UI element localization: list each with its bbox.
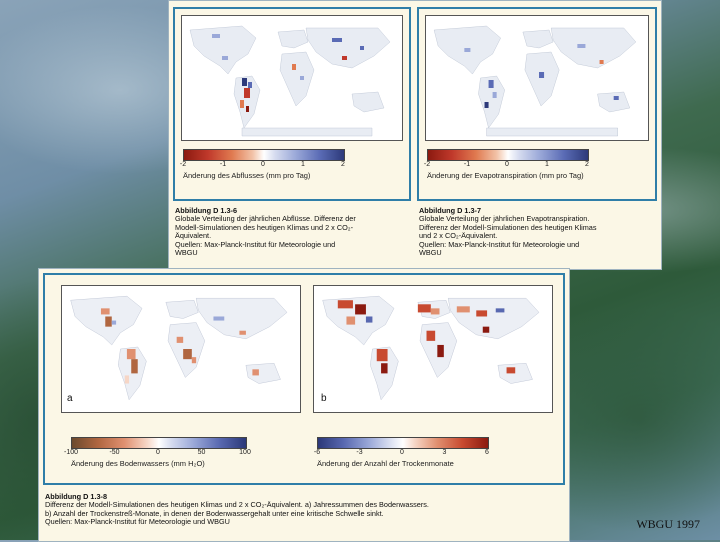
evapotranspiration-colorbar — [427, 149, 589, 161]
tick-label: 2 — [341, 161, 345, 168]
tick-label: 0 — [400, 449, 404, 456]
caption-line: b) Anzahl der Trockenstreß-Monate, in de… — [45, 508, 384, 518]
caption-line: Differenz der Modell-Simulationen des he… — [419, 222, 597, 232]
tick-label: -2 — [179, 161, 187, 168]
evapotranspiration-world-map — [425, 15, 649, 141]
tick-label: -1 — [219, 161, 227, 168]
caption-line: WBGU — [419, 248, 442, 258]
runoff-caption: Abbildung D 1.3-6 Globale Verteilung der… — [175, 206, 411, 258]
soil-water-world-map — [61, 285, 301, 413]
tick-label: -1 — [463, 161, 471, 168]
tick-label: -2 — [423, 161, 431, 168]
dry-months-colorbar — [317, 437, 489, 449]
soil-water-caption: Abbildung D 1.3-8 Differenz der Modell-S… — [45, 492, 565, 527]
caption-line: Differenz der Modell-Simulationen des he… — [45, 500, 429, 510]
caption-title: Abbildung D 1.3-8 — [45, 492, 108, 501]
dry-months-world-map — [313, 285, 553, 413]
tick-label: 6 — [485, 449, 489, 456]
runoff-colorbar-label: Änderung des Abflusses (mm pro Tag) — [183, 171, 311, 180]
runoff-map-graphic — [189, 25, 391, 137]
caption-line: Globale Verteilung der jährlichen Abflüs… — [175, 214, 356, 224]
figure-runoff-evapotranspiration: -2 -1 0 1 2 Änderung des Abflusses (mm p… — [168, 0, 662, 270]
tick-label: 1 — [301, 161, 305, 168]
caption-line: Quellen: Max-Planck-Institut für Meteoro… — [419, 239, 580, 249]
tick-label: 2 — [585, 161, 589, 168]
runoff-anomaly-patches — [212, 34, 364, 112]
runoff-panel-frame: -2 -1 0 1 2 Änderung des Abflusses (mm p… — [173, 7, 411, 201]
tick-label: 0 — [261, 161, 265, 168]
soil-water-colorbar-label: Änderung des Bodenwassers (mm H₂O) — [71, 459, 205, 468]
evapotranspiration-colorbar-label: Änderung der Evapotranspiration (mm pro … — [427, 171, 584, 180]
runoff-world-map — [181, 15, 403, 141]
tick-label: -50 — [109, 449, 120, 456]
tick-label: 0 — [505, 161, 509, 168]
caption-line: Äquivalent. — [175, 231, 212, 241]
soil-water-anomaly-patches — [100, 308, 259, 384]
caption-line: und 2 x CO₂-Äquivalent. — [419, 231, 498, 241]
caption-line: Globale Verteilung der jährlichen Evapot… — [419, 214, 590, 224]
caption-line: Quellen: Max-Planck-Institut für Meteoro… — [175, 239, 336, 249]
dry-months-map-graphic — [322, 295, 540, 401]
caption-line: Modell-Simulationen des heutigen Klimas … — [175, 222, 354, 232]
evapotranspiration-map-graphic — [433, 25, 637, 137]
evapotranspiration-anomaly-patches — [464, 44, 619, 108]
tick-label: -6 — [313, 449, 321, 456]
tick-label: -3 — [356, 449, 363, 456]
tick-label: -100 — [63, 449, 79, 456]
soil-water-map-graphic — [70, 295, 288, 401]
soil-water-panels-frame: a — [43, 273, 565, 485]
panel-label-a: a — [67, 393, 73, 404]
caption-line: WBGU — [175, 248, 198, 258]
caption-title: Abbildung D 1.3-6 — [175, 206, 238, 215]
tick-label: 0 — [156, 449, 160, 456]
caption-line: Quellen: Max-Planck-Institut für Meteoro… — [45, 517, 230, 527]
tick-label: 100 — [239, 449, 251, 456]
credit-text: WBGU 1997 — [636, 517, 700, 531]
tick-label: 3 — [442, 449, 447, 456]
caption-title: Abbildung D 1.3-7 — [419, 206, 482, 215]
tick-label: 1 — [545, 161, 549, 168]
evapotranspiration-panel-frame: -2 -1 0 1 2 Änderung der Evapotranspirat… — [417, 7, 657, 201]
soil-water-colorbar — [71, 437, 247, 449]
figure-soil-water-dry-months: a — [38, 268, 570, 542]
dry-months-colorbar-label: Änderung der Anzahl der Trockenmonate — [317, 459, 454, 468]
runoff-colorbar — [183, 149, 345, 161]
tick-label: 50 — [197, 449, 206, 456]
panel-label-b: b — [321, 393, 327, 404]
evapotranspiration-caption: Abbildung D 1.3-7 Globale Verteilung der… — [419, 206, 655, 258]
dry-months-anomaly-patches — [337, 300, 516, 374]
